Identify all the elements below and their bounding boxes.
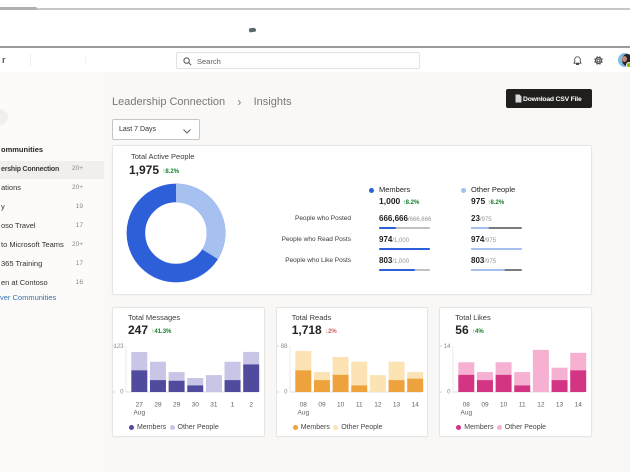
svg-text:12: 12 — [538, 402, 546, 409]
svg-text:2: 2 — [249, 402, 253, 409]
svg-text:27: 27 — [136, 402, 144, 409]
svg-text:1: 1 — [231, 402, 235, 409]
svg-text:13: 13 — [393, 402, 401, 409]
svg-text:Aug: Aug — [461, 410, 473, 417]
svg-text:10: 10 — [337, 402, 345, 409]
svg-text:11: 11 — [356, 402, 363, 409]
svg-text:12: 12 — [374, 402, 382, 409]
svg-text:Aug: Aug — [134, 410, 146, 417]
svg-text:10: 10 — [500, 402, 508, 409]
svg-text:29: 29 — [173, 402, 181, 409]
svg-text:0: 0 — [447, 390, 451, 396]
svg-text:123: 123 — [113, 344, 124, 350]
svg-text:28: 28 — [154, 402, 162, 409]
svg-text:14: 14 — [575, 402, 583, 409]
svg-text:09: 09 — [482, 402, 490, 409]
svg-text:14: 14 — [444, 344, 451, 350]
svg-text:11: 11 — [519, 402, 526, 409]
svg-text:0: 0 — [120, 390, 124, 396]
svg-text:08: 08 — [299, 402, 307, 409]
svg-text:88: 88 — [281, 344, 288, 350]
svg-text:Aug: Aug — [297, 410, 309, 417]
svg-text:09: 09 — [318, 402, 326, 409]
svg-text:14: 14 — [411, 402, 419, 409]
svg-text:13: 13 — [556, 402, 564, 409]
svg-text:31: 31 — [210, 402, 218, 409]
svg-text:08: 08 — [463, 402, 471, 409]
svg-text:0: 0 — [284, 390, 288, 396]
svg-text:30: 30 — [192, 402, 200, 409]
